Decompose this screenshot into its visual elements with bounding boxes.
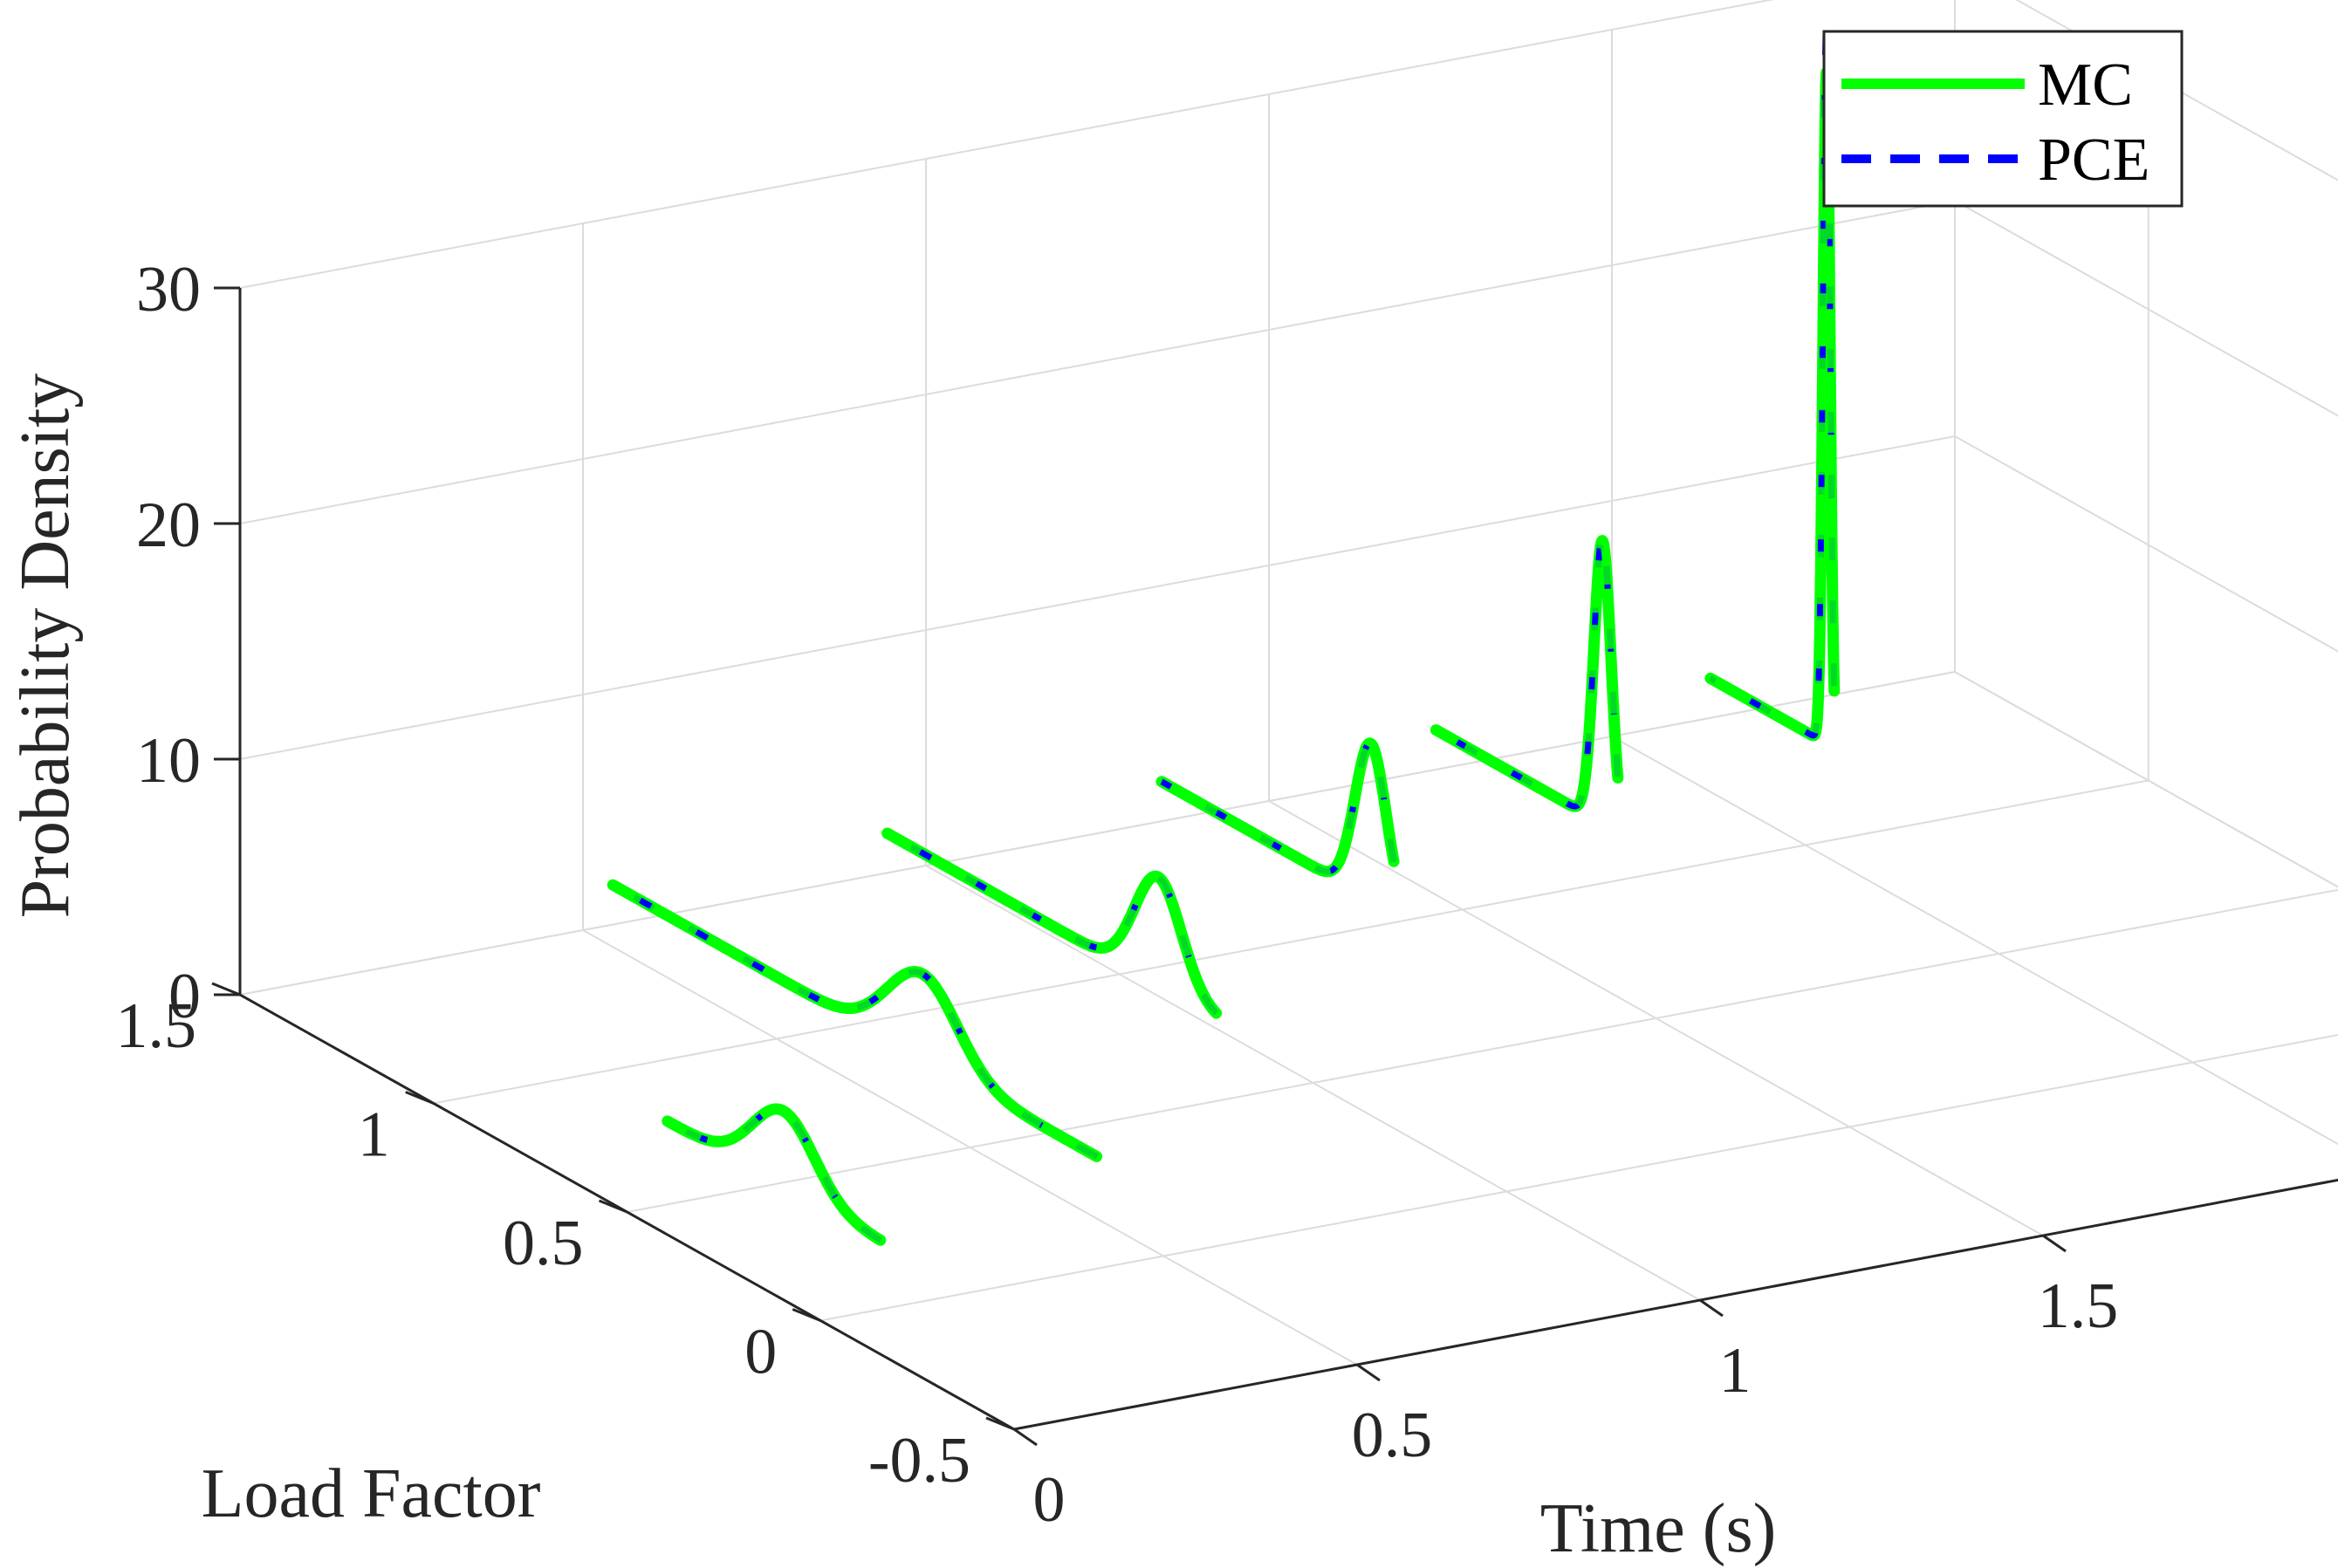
mc-curve-overlay-t1 (885, 830, 1219, 1016)
floor-grid-line-load (820, 1034, 2338, 1322)
y-tick-label: 1.5 (116, 990, 197, 1062)
side-wall-grid-line-density (1954, 200, 2338, 417)
back-wall-grid-line-density (239, 435, 1956, 760)
x-tick-label: 1.5 (2038, 1270, 2119, 1342)
x-tick-label: 0 (1033, 1464, 1066, 1536)
back-wall-grid-line-density (239, 0, 1774, 289)
back-wall-grid-line-density (239, 671, 1956, 996)
y-tick-label: -0.5 (868, 1425, 970, 1496)
y-tick-label: 1 (358, 1099, 390, 1171)
mc-curve-t0.2 (662, 1103, 887, 1246)
x-tick-mark (1356, 1363, 1381, 1382)
mc-curve-overlay-t0.6 (611, 881, 1099, 1160)
axes (211, 286, 2338, 1447)
floor-grid-line-time (1611, 736, 2338, 1146)
x-tick-mark (1699, 1298, 1724, 1318)
y-tick-mark (792, 1308, 821, 1322)
x-axis-label: Time (s) (1540, 1490, 1776, 1567)
x-tick-label: 0.5 (1352, 1400, 1433, 1471)
side-wall-grid-line-density (1954, 671, 2338, 888)
floor-grid-line-load (1013, 1179, 2338, 1430)
legend-pce-label: PCE (2038, 127, 2149, 194)
mc-curve-overlay-t1.4 (1159, 739, 1398, 875)
mc-curve-overlay-t2.2 (1707, 69, 1838, 739)
y-tick-label: 0.5 (503, 1208, 584, 1279)
floor-grid-line-load (433, 779, 2149, 1105)
z-tick-label: 0 (168, 961, 201, 1032)
mc-curve-overlay-t0.2 (664, 1106, 883, 1243)
mc-curve-overlay-t1.8 (1433, 537, 1622, 811)
density-curves (607, 10, 1841, 1246)
legend: MC PCE (1822, 30, 2184, 208)
z-tick-label: 10 (136, 725, 201, 797)
side-wall-grid-line-density (1954, 435, 2338, 653)
pce-curve-t0.2 (665, 1106, 883, 1243)
y-tick-label: 0 (744, 1317, 777, 1388)
z-tick-label: 30 (136, 254, 201, 325)
legend-mc-label: MC (2038, 51, 2133, 119)
x-tick-mark (1013, 1428, 1038, 1447)
pce-curve-t1.4 (1159, 740, 1397, 875)
floor-grid-line-time (1954, 671, 2338, 888)
x-tick-label: 1 (1719, 1335, 1752, 1407)
pce-curve-t2.2 (1708, 10, 1838, 739)
y-tick-mark (405, 1091, 435, 1105)
back-wall-grid-line-density (239, 200, 1956, 524)
mc-curve-t2.2 (1704, 66, 1841, 742)
z-tick-label: 20 (136, 490, 201, 561)
y-axis-label: Load Factor (202, 1455, 541, 1532)
legend-box (1822, 30, 2184, 208)
floor-grid-line-load (627, 888, 2338, 1213)
y-tick-mark (598, 1199, 628, 1214)
x-tick-mark (2042, 1234, 2067, 1253)
y-tick-mark (211, 982, 241, 996)
z-axis-label: Probability Density (7, 373, 84, 918)
x-axis-line (1013, 1178, 2338, 1431)
y-tick-mark (985, 1416, 1015, 1431)
